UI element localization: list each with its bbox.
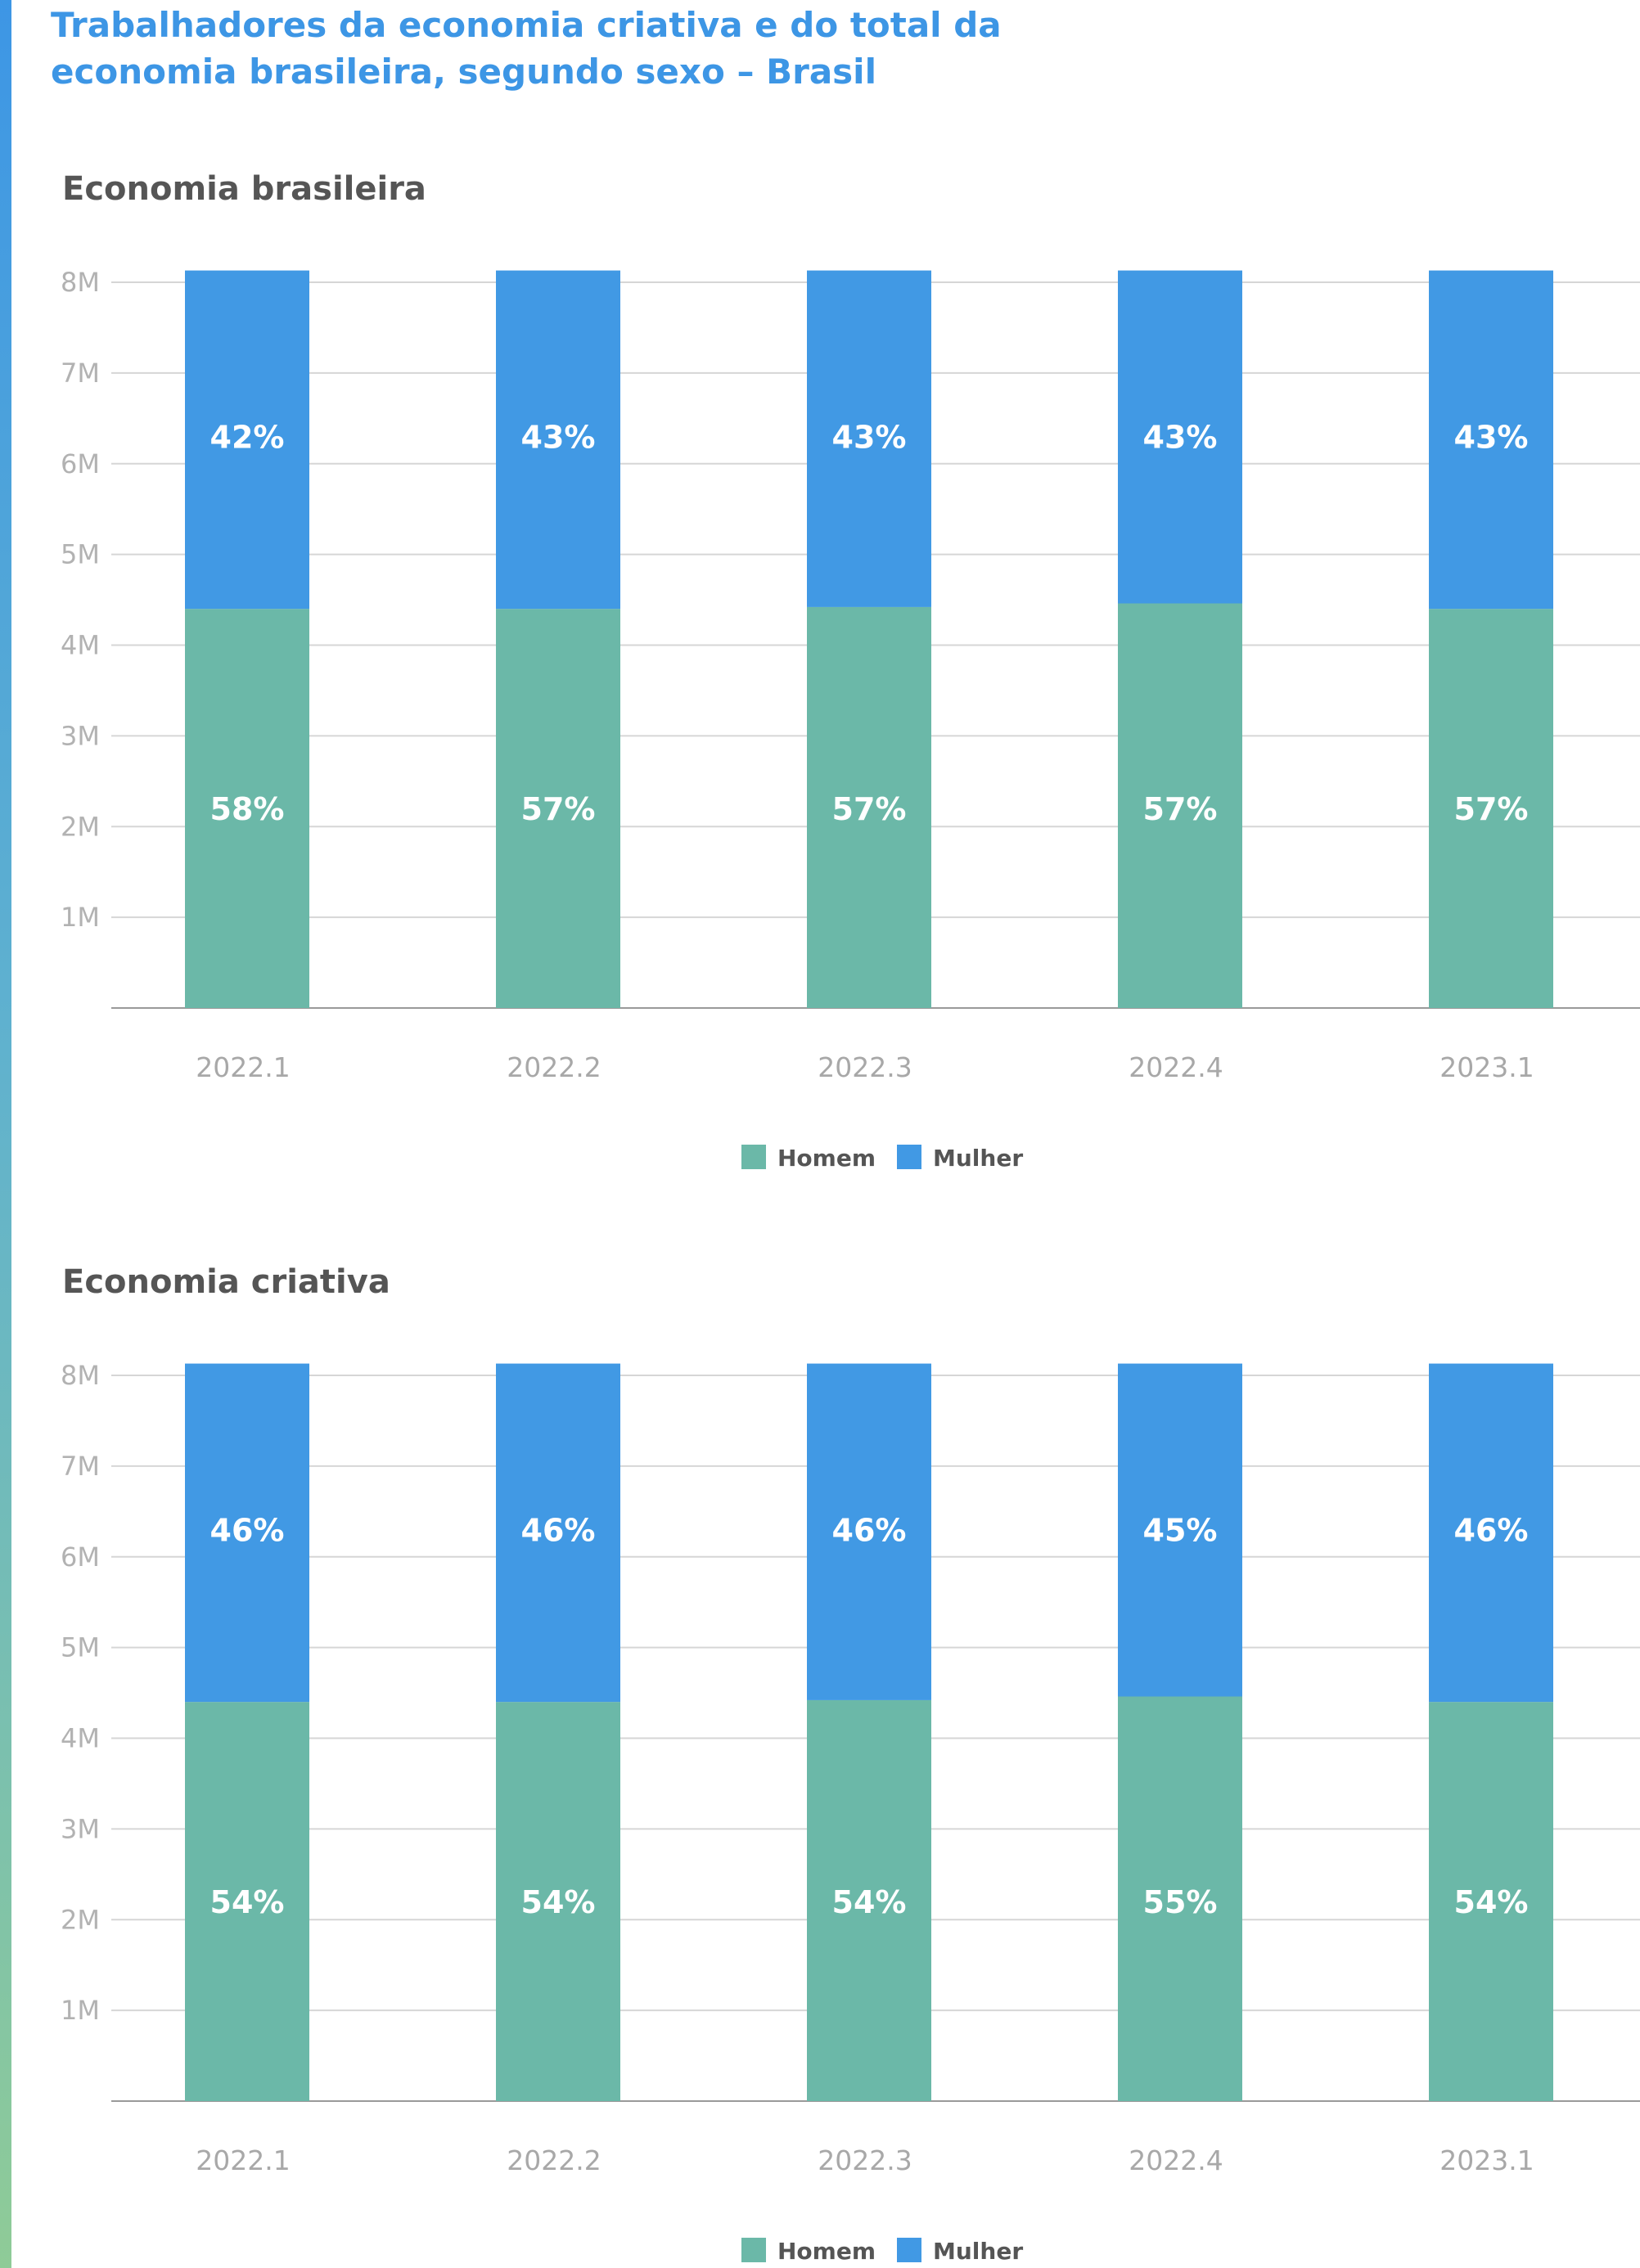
data-label-mulher: 43%: [1454, 419, 1529, 455]
x-tick-label: 2022.3: [818, 2144, 912, 2176]
bar-mulher: [1429, 1363, 1553, 1703]
y-tick-label: 3M: [61, 720, 100, 751]
data-label-mulher: 42%: [210, 419, 285, 455]
bar-mulher: [1118, 270, 1242, 604]
bar-mulher: [807, 270, 931, 607]
chart-economia-brasileira: 1M 2M 3M 4M 5M 6M 7M 8M 58% 42% 2022.1 57% 43% 2022.2…: [61, 267, 1640, 1172]
x-tick-label: 2022.1: [196, 1051, 290, 1083]
bar-mulher: [807, 1363, 931, 1700]
main-title-line-2: economia brasileira, segundo sexo – Bras…: [51, 52, 876, 92]
y-tick-label: 4M: [61, 630, 100, 661]
bar-homem: [1118, 603, 1242, 1008]
data-label-homem: 57%: [1143, 791, 1218, 827]
x-tick-label: 2022.4: [1129, 1051, 1223, 1083]
data-label-mulher: 46%: [832, 1512, 907, 1548]
y-tick-label: 4M: [61, 1723, 100, 1754]
data-label-mulher: 43%: [521, 419, 596, 455]
bar-homem: [1429, 1702, 1553, 2101]
data-label-homem: 54%: [210, 1884, 285, 1920]
y-tick-label: 6M: [61, 1541, 100, 1573]
chart-economia-criativa: 1M 2M 3M 4M 5M 6M 7M 8M 54% 46% 2022.1 54% 46% 2022.2…: [61, 1360, 1640, 2265]
legend-swatch-mulher: [897, 1145, 921, 1169]
bar-homem: [185, 609, 309, 1008]
x-tick-label: 2022.4: [1129, 2144, 1223, 2176]
legend-label-homem: Homem: [777, 2238, 876, 2265]
bar-homem: [1429, 609, 1553, 1008]
data-label-homem: 57%: [521, 791, 596, 827]
y-tick-label: 5M: [61, 539, 100, 570]
legend-swatch-mulher: [897, 2238, 921, 2262]
y-tick-label: 1M: [61, 1995, 100, 2026]
data-label-homem: 54%: [832, 1884, 907, 1920]
x-tick-label: 2023.1: [1440, 1051, 1534, 1083]
data-label-homem: 54%: [521, 1884, 596, 1920]
main-title-line-1: Trabalhadores da economia criativa e do …: [51, 5, 1002, 45]
accent-side-bar: [0, 0, 11, 2268]
x-tick-label: 2023.1: [1440, 2144, 1534, 2176]
x-tick-label: 2022.2: [507, 1051, 601, 1083]
y-tick-label: 6M: [61, 448, 100, 479]
data-label-mulher: 45%: [1143, 1512, 1218, 1548]
legend-label-mulher: Mulher: [933, 1145, 1023, 1172]
data-label-mulher: 46%: [1454, 1512, 1529, 1548]
data-label-homem: 55%: [1143, 1884, 1218, 1920]
bar-mulher: [1429, 270, 1553, 610]
data-label-homem: 57%: [1454, 791, 1529, 827]
legend-swatch-homem: [741, 2238, 766, 2262]
data-label-mulher: 43%: [1143, 419, 1218, 455]
x-tick-label: 2022.2: [507, 2144, 601, 2176]
legend-label-mulher: Mulher: [933, 2238, 1023, 2265]
bar-mulher: [185, 1363, 309, 1703]
y-tick-label: 8M: [61, 1360, 100, 1391]
chart-title-economia-brasileira: Economia brasileira: [62, 170, 426, 208]
data-label-homem: 54%: [1454, 1884, 1529, 1920]
main-title: Trabalhadores da economia criativa e do …: [51, 2, 1115, 95]
x-tick-label: 2022.3: [818, 1051, 912, 1083]
y-tick-label: 7M: [61, 1451, 100, 1482]
y-tick-label: 7M: [61, 358, 100, 389]
x-tick-label: 2022.1: [196, 2144, 290, 2176]
y-tick-label: 2M: [61, 811, 100, 842]
bar-mulher: [496, 1363, 620, 1703]
chart-title-economia-criativa: Economia criativa: [62, 1263, 390, 1301]
bar-homem: [807, 606, 931, 1008]
bar-homem: [185, 1702, 309, 2101]
bar-homem: [807, 1699, 931, 2101]
legend-swatch-homem: [741, 1145, 766, 1169]
y-tick-label: 8M: [61, 267, 100, 298]
data-label-mulher: 43%: [832, 419, 907, 455]
y-tick-label: 1M: [61, 902, 100, 933]
data-label-mulher: 46%: [521, 1512, 596, 1548]
bar-homem: [496, 609, 620, 1008]
data-label-mulher: 46%: [210, 1512, 285, 1548]
data-label-homem: 57%: [832, 791, 907, 827]
bar-mulher: [496, 270, 620, 610]
bar-mulher: [1118, 1363, 1242, 1697]
legend-label-homem: Homem: [777, 1145, 876, 1172]
bar-homem: [496, 1702, 620, 2101]
data-label-homem: 58%: [210, 791, 285, 827]
y-tick-label: 3M: [61, 1813, 100, 1844]
bar-mulher: [185, 270, 309, 610]
y-tick-label: 5M: [61, 1632, 100, 1663]
bar-homem: [1118, 1696, 1242, 2101]
y-tick-label: 2M: [61, 1904, 100, 1935]
